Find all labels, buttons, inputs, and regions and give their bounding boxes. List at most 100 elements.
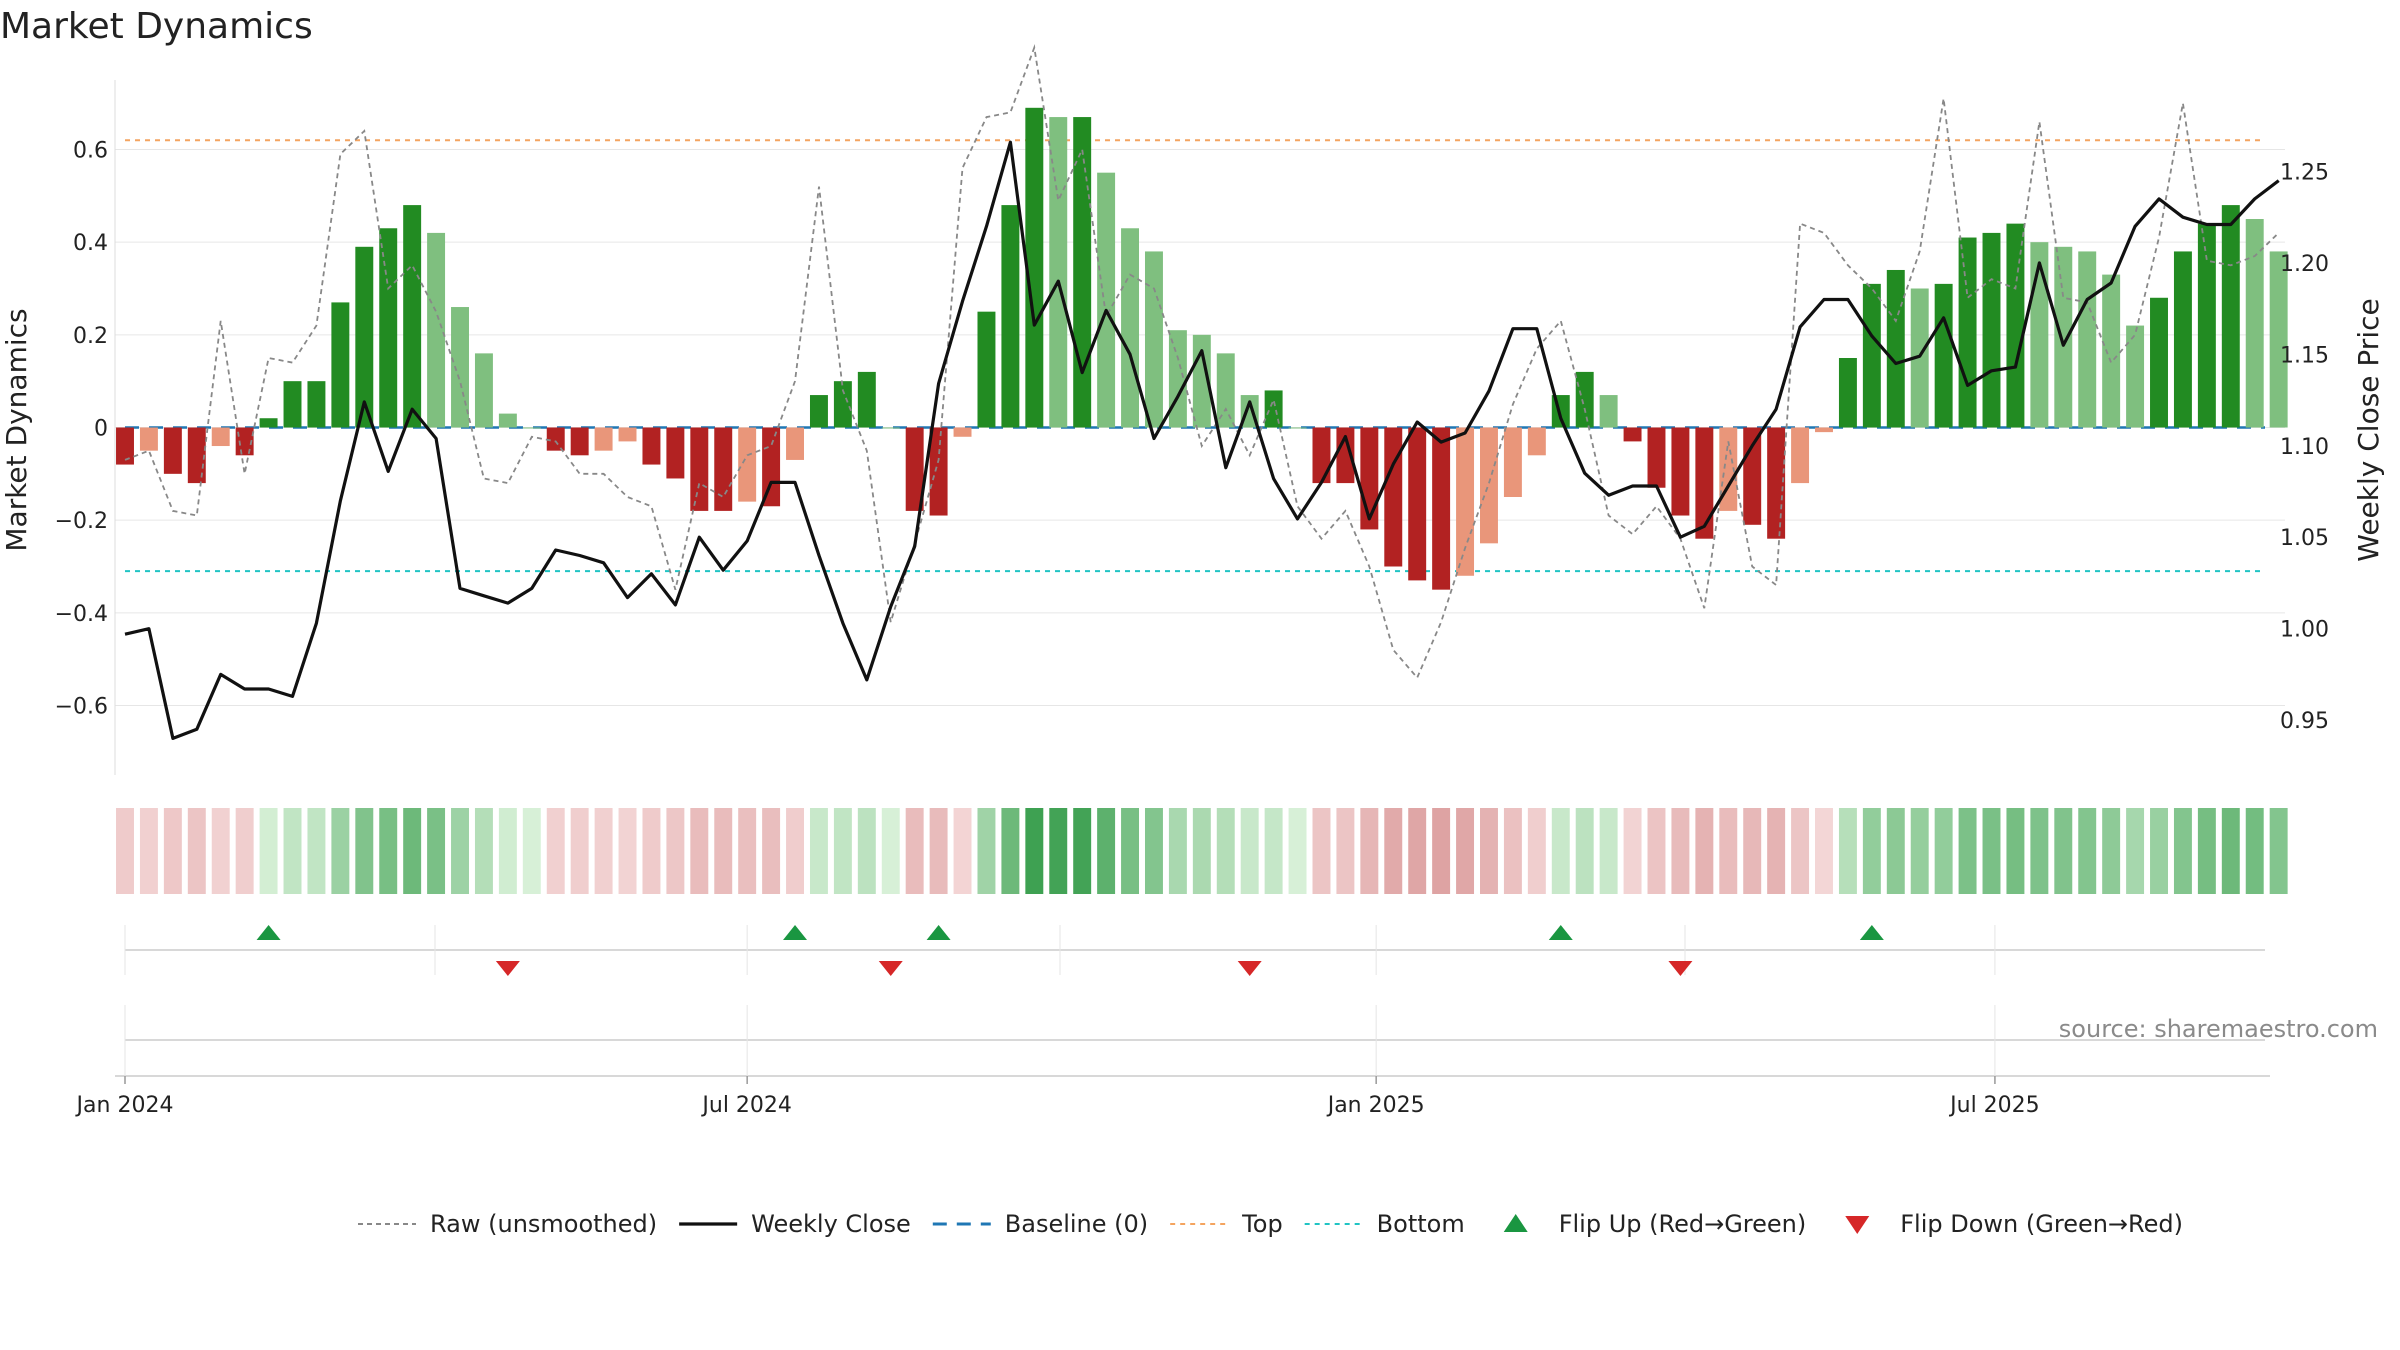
heat-cell — [522, 808, 541, 894]
heat-cell — [1815, 808, 1833, 894]
heat-cell — [403, 808, 422, 894]
dynamics-bar — [1671, 427, 1690, 516]
dynamics-bar — [235, 427, 254, 456]
heat-cell — [2078, 808, 2097, 894]
dynamics-bar — [594, 427, 613, 451]
dynamics-bar — [1838, 358, 1857, 428]
heat-cell — [355, 808, 374, 894]
heat-cell — [1671, 808, 1690, 894]
heat-cell — [1527, 808, 1546, 894]
heat-cell — [1408, 808, 1427, 894]
flip-down-marker — [495, 961, 520, 976]
dynamics-bar — [570, 427, 589, 456]
x-tick-label: Jul 2024 — [700, 1093, 792, 1118]
y-left-tick-label: −0.2 — [55, 509, 108, 534]
dynamics-bar — [786, 427, 804, 460]
heat-cell — [427, 808, 446, 894]
heat-cell — [139, 808, 158, 894]
legend-label: Flip Up (Red→Green) — [1559, 1210, 1807, 1238]
dynamics-bar — [1958, 237, 1977, 428]
y-left-tick-label: −0.6 — [55, 695, 108, 720]
heat-cell — [1862, 808, 1881, 894]
dynamics-bar — [618, 427, 637, 442]
heat-cell — [1551, 808, 1570, 894]
heat-cell — [2006, 808, 2025, 894]
dynamics-bar — [1934, 283, 1953, 428]
dynamics-bar — [403, 205, 422, 428]
heat-cell — [283, 808, 302, 894]
dynamics-bar — [2269, 251, 2288, 428]
heat-strip — [116, 808, 2288, 894]
heat-cell — [666, 808, 685, 894]
legend-flip-up-swatch — [1503, 1214, 1528, 1232]
dynamics-bars — [116, 107, 2288, 590]
dynamics-bar — [1503, 427, 1522, 497]
dynamics-bar — [1432, 427, 1451, 590]
heat-cell — [2102, 808, 2121, 894]
heat-cell — [2173, 808, 2192, 894]
dynamics-bar — [2102, 274, 2121, 428]
dynamics-bar — [1527, 427, 1546, 456]
heat-cell — [307, 808, 326, 894]
heat-cell — [1456, 808, 1475, 894]
heat-cell — [2269, 808, 2288, 894]
heat-cell — [1767, 808, 1786, 894]
legend-label: Bottom — [1377, 1210, 1465, 1238]
y-left-tick-label: 0.6 — [73, 139, 108, 164]
heat-cell — [953, 808, 972, 894]
heat-cell — [211, 808, 230, 894]
x-tick-label: Jan 2025 — [1326, 1093, 1425, 1118]
heat-cell — [1480, 808, 1498, 894]
flip-markers-panel — [124, 925, 2265, 976]
dynamics-bar — [1216, 353, 1235, 428]
dynamics-bar — [1312, 427, 1331, 484]
dynamics-bar — [1719, 427, 1738, 511]
heat-cell — [857, 808, 876, 894]
dynamics-bar — [2006, 223, 2025, 428]
y-left-tick-label: 0.4 — [73, 231, 108, 256]
dynamics-bar — [1599, 395, 1618, 428]
weekly-close-line — [124, 140, 2280, 741]
raw-series — [124, 44, 2280, 680]
heat-cell — [1743, 808, 1762, 894]
dynamics-bar — [522, 427, 541, 429]
dynamics-bar — [1982, 232, 2001, 428]
heat-cell — [594, 808, 613, 894]
heat-cell — [235, 808, 254, 894]
dynamics-bar — [1456, 427, 1475, 576]
dynamics-bar — [546, 427, 565, 451]
heat-cell — [1144, 808, 1163, 894]
y-right-tick-label: 1.15 — [2280, 343, 2329, 368]
heat-cell — [2054, 808, 2073, 894]
dynamics-bar — [259, 418, 278, 428]
flip-down-marker — [1668, 961, 1693, 976]
heat-cell — [2245, 808, 2264, 894]
dynamics-bar — [1121, 228, 1140, 428]
heat-cell — [977, 808, 996, 894]
dynamics-bar — [1097, 172, 1116, 428]
y-right-tick-label: 1.05 — [2280, 526, 2329, 551]
heat-cell — [1288, 808, 1307, 894]
heat-cell — [1121, 808, 1140, 894]
heat-cell — [2197, 808, 2216, 894]
y-left-tick-label: −0.4 — [55, 602, 108, 627]
legend: Raw (unsmoothed) Weekly Close Baseline (0)… — [358, 1210, 2183, 1238]
heat-cell — [1168, 808, 1187, 894]
heat-cell — [1312, 808, 1331, 894]
dynamics-bar — [2245, 219, 2264, 428]
flip-down-marker — [878, 961, 903, 976]
heat-cell — [1719, 808, 1738, 894]
dynamics-bar — [881, 427, 900, 429]
heat-cell — [1360, 808, 1379, 894]
y-right-tick-label: 1.25 — [2280, 160, 2329, 185]
dynamics-bar — [139, 427, 158, 451]
dynamics-bar — [1575, 371, 1594, 428]
dynamics-bar — [116, 427, 134, 465]
dynamics-bar — [474, 353, 493, 428]
chart-title: Market Dynamics — [0, 6, 313, 47]
heat-cell — [2150, 808, 2168, 894]
raw-unsmoothed-line — [124, 44, 2280, 680]
dynamics-bar — [2197, 223, 2216, 428]
heat-cell — [714, 808, 733, 894]
